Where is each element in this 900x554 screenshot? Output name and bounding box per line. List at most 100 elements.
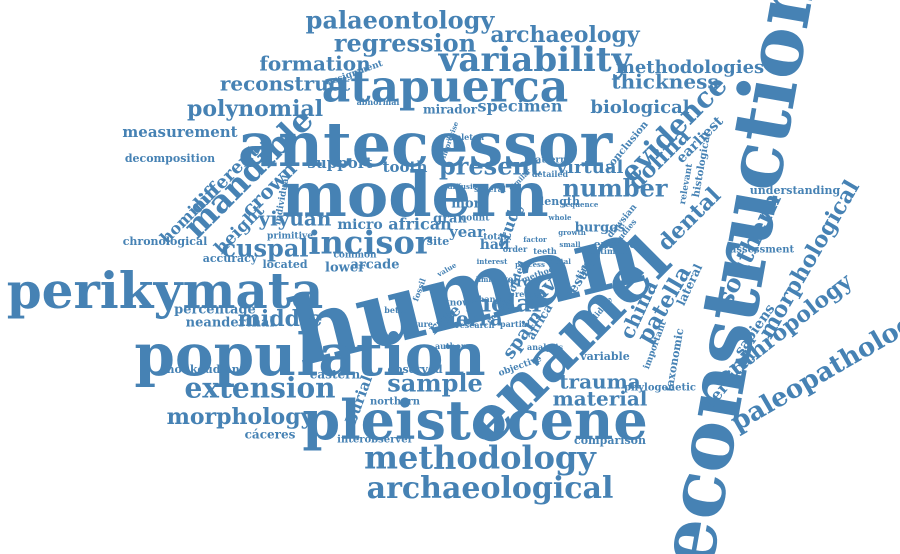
word-whole: whole bbox=[548, 213, 572, 222]
word-percentage: percentage bbox=[174, 303, 256, 318]
word-modern: modern bbox=[281, 158, 549, 231]
word-half: half bbox=[480, 237, 512, 253]
word-several: several bbox=[474, 184, 506, 194]
word-antecessor: antecessor bbox=[238, 108, 614, 181]
word-skeleton: skeleton bbox=[446, 132, 484, 142]
word-sample: sample bbox=[387, 369, 483, 398]
word-interest: interest bbox=[477, 257, 509, 266]
word-mirador: mirador bbox=[423, 103, 478, 117]
word-measurement: measurement bbox=[122, 123, 237, 141]
word-tooth: tooth bbox=[383, 158, 428, 176]
word-research: research bbox=[456, 320, 495, 330]
word-decomposition: decomposition bbox=[125, 152, 215, 165]
word-more: more bbox=[451, 197, 489, 212]
word-diffusion: diffusion bbox=[448, 182, 483, 191]
word-lower: lower bbox=[325, 261, 365, 276]
word-level: level bbox=[493, 276, 517, 286]
word-virtual: virtual bbox=[556, 157, 624, 178]
word-chronological: chronological bbox=[123, 235, 208, 248]
word-pattern: pattern bbox=[529, 156, 567, 166]
word-incisor: incisor bbox=[308, 224, 432, 262]
word-detailed: detailed bbox=[532, 169, 569, 179]
word-thickness: thickness bbox=[611, 70, 718, 94]
word-distal: distal bbox=[549, 257, 571, 266]
word-understanding: understanding bbox=[750, 184, 841, 197]
word-trauma: trauma bbox=[559, 370, 640, 394]
word-formation: formation bbox=[259, 52, 371, 76]
word-observed: observed bbox=[387, 363, 442, 376]
word-perikymata: perikymata bbox=[7, 261, 324, 320]
word-known: known bbox=[443, 299, 477, 309]
word-regard: regard bbox=[515, 289, 545, 299]
word-extension: extension bbox=[184, 372, 335, 405]
word-zhoukoudian: zhoukoudian bbox=[160, 363, 240, 376]
word-archaeological: archaeological bbox=[367, 471, 614, 506]
word-analysis: analysis bbox=[527, 342, 563, 352]
word-present: present bbox=[439, 152, 541, 181]
word-arcade: arcade bbox=[351, 258, 400, 273]
word-limit: limit bbox=[476, 275, 495, 284]
word-middle: middle bbox=[238, 306, 323, 332]
word-sequence: sequence bbox=[562, 200, 599, 209]
word-accuracy: accuracy bbox=[203, 252, 258, 265]
word-material: material bbox=[553, 387, 648, 411]
word-atapuerca: atapuerca bbox=[322, 62, 569, 113]
word-regression: regression bbox=[334, 29, 476, 58]
word-count: count bbox=[461, 214, 491, 224]
word-northern: northern bbox=[370, 397, 421, 408]
word-comparison: comparison bbox=[574, 434, 646, 447]
word-factor: factor bbox=[523, 235, 547, 244]
word-teeth: teeth bbox=[533, 246, 557, 256]
word-estimate: estimate bbox=[591, 246, 630, 256]
word-c-ceres: cáceres bbox=[245, 428, 296, 442]
word-african: african bbox=[388, 215, 452, 234]
word-assessment: assessment bbox=[730, 245, 795, 256]
word-burgos: burgos bbox=[575, 221, 625, 236]
word-archaeology: archaeology bbox=[490, 22, 641, 48]
word-order: order bbox=[503, 244, 528, 254]
word-small: small bbox=[559, 240, 581, 249]
word-variability: variability bbox=[438, 40, 633, 80]
word-molar: molar bbox=[466, 289, 545, 318]
word-abnormal: abnormal bbox=[357, 97, 400, 107]
word-yiyuan: yiyuan bbox=[258, 207, 332, 231]
word-support: support bbox=[307, 154, 372, 172]
word-error: error bbox=[501, 276, 539, 291]
word-polynomial: polynomial bbox=[187, 96, 323, 122]
word-micro: micro bbox=[337, 217, 382, 233]
word-site: site bbox=[427, 235, 449, 248]
word-variable: variable bbox=[579, 350, 630, 363]
word-process: process bbox=[515, 260, 545, 269]
word-better: better bbox=[384, 305, 412, 315]
word-growth: growth bbox=[558, 228, 586, 237]
word-europe: europe bbox=[594, 238, 637, 251]
word-gran: gran bbox=[433, 212, 467, 227]
word-reconstruct: reconstruct bbox=[220, 72, 351, 96]
word-morphology: morphology bbox=[167, 404, 315, 430]
word-neanderthal: neanderthal bbox=[186, 316, 275, 331]
word-biological: biological bbox=[590, 97, 689, 118]
word-population: population bbox=[134, 321, 485, 389]
word-nature: nature bbox=[403, 319, 433, 329]
word-specimen: specimen bbox=[478, 97, 563, 116]
word-number: number bbox=[563, 174, 668, 203]
word-common: common bbox=[333, 251, 377, 261]
word-year: year bbox=[448, 223, 486, 241]
word-change: change bbox=[474, 294, 506, 304]
word-primitive: primitive bbox=[267, 232, 313, 242]
word-methodologies: methodologies bbox=[616, 57, 764, 78]
word-eastern: eastern bbox=[310, 368, 361, 382]
word-sierra: sierra bbox=[437, 307, 503, 331]
word-palaeontology: palaeontology bbox=[306, 6, 496, 35]
word-partial: partial bbox=[500, 319, 530, 329]
word-total: total bbox=[483, 233, 507, 243]
word-cuspal: cuspal bbox=[221, 234, 308, 263]
word-length: length bbox=[540, 195, 580, 208]
word-methodology: methodology bbox=[364, 439, 597, 477]
word-pleistocene: pleistocene bbox=[302, 388, 647, 452]
word-interobserver: interobserver bbox=[337, 435, 413, 446]
word-located: located bbox=[262, 258, 307, 271]
word-phylogenetic: phylogenetic bbox=[624, 383, 696, 394]
